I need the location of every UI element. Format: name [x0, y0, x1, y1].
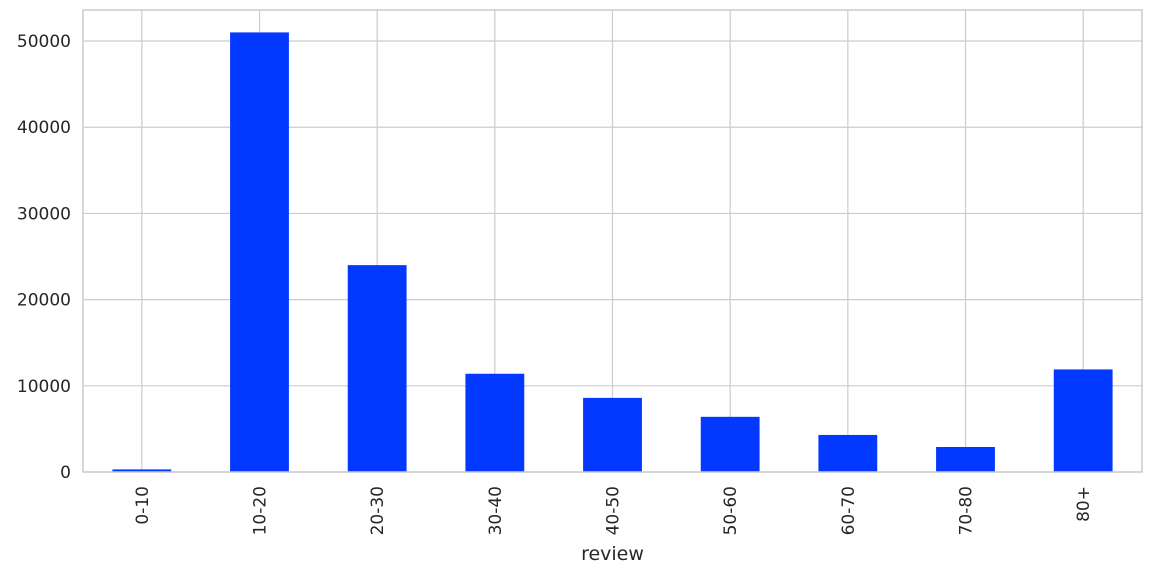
y-tick-label: 50000 — [17, 32, 71, 52]
x-tick-label: 0-10 — [133, 486, 153, 525]
bar — [583, 397, 642, 472]
x-tick-label: 70-80 — [957, 486, 977, 535]
y-tick-label: 10000 — [17, 377, 71, 397]
bar — [112, 469, 172, 472]
x-tick-label: 80+ — [1074, 486, 1094, 522]
bar — [230, 32, 289, 472]
y-tick-label: 30000 — [17, 204, 71, 224]
bar — [1053, 369, 1113, 472]
bar — [700, 416, 760, 472]
y-tick-labels: 0 10000 20000 30000 40000 50000 — [17, 32, 71, 483]
bar — [936, 447, 995, 472]
x-tick-label: 20-30 — [368, 486, 388, 535]
bar — [347, 265, 407, 472]
x-tick-label: 30-40 — [486, 486, 506, 535]
plot-frame — [82, 9, 1143, 473]
x-tick-labels: 0-10 10-20 20-30 30-40 40-50 50-60 60-70 70-80 8… — [133, 486, 1094, 535]
y-tick-label: 0 — [60, 463, 71, 483]
x-axis-label: review — [581, 543, 644, 565]
x-tick-label: 40-50 — [604, 486, 624, 535]
y-tick-label: 20000 — [17, 291, 71, 311]
y-tick-label: 40000 — [17, 118, 71, 138]
bar — [818, 434, 878, 472]
bars — [112, 32, 1113, 472]
x-tick-label: 60-70 — [839, 486, 859, 535]
bar — [465, 373, 525, 472]
x-tick-label: 50-60 — [721, 486, 741, 535]
x-tick-label: 10-20 — [251, 486, 271, 535]
